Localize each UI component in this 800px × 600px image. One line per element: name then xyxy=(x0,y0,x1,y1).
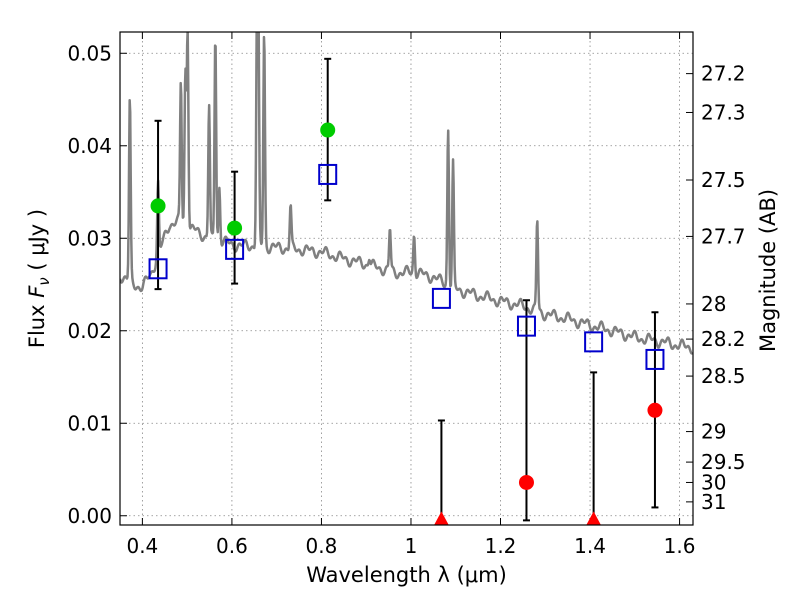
right-tick-label: 30 xyxy=(701,470,726,494)
y-tick-label: 0.00 xyxy=(67,504,112,528)
y-axis-left-label: Flux Fν ( μJy ) xyxy=(25,209,53,348)
error-bars xyxy=(154,57,659,522)
y-axis-right-label: Magnitude (AB) xyxy=(756,189,780,352)
right-tick-label: 27.3 xyxy=(701,100,746,124)
x-tick-label: 1.4 xyxy=(574,534,606,558)
plot-content xyxy=(120,32,693,525)
grid xyxy=(120,32,693,525)
right-tick-label: 28 xyxy=(701,292,726,316)
model-point xyxy=(645,348,665,370)
model-point xyxy=(431,287,451,309)
right-tick-label: 27.2 xyxy=(701,62,746,86)
y-axis-left-label-suffix: ( μJy ) xyxy=(25,209,49,277)
y-tick-label: 0.05 xyxy=(67,41,112,65)
y-axis-left-label-subscript: ν xyxy=(35,277,53,285)
right-tick-label: 27.7 xyxy=(701,224,746,248)
y-axis-left-ticks: 0.00 0.01 0.02 0.03 0.04 0.05 xyxy=(67,41,127,528)
model-point xyxy=(318,163,338,185)
x-tick-label: 0.6 xyxy=(216,534,248,558)
plot-frame xyxy=(119,31,694,526)
right-tick-label: 28.5 xyxy=(701,364,746,388)
x-tick-label: 0.8 xyxy=(306,534,338,558)
y-tick-label: 0.03 xyxy=(67,226,112,250)
nondetection-point xyxy=(518,474,534,490)
y-tick-label: 0.04 xyxy=(67,134,112,158)
y-axis-left-label-prefix: Flux xyxy=(25,298,49,348)
model-point xyxy=(148,258,168,280)
x-tick-label: 1 xyxy=(405,534,418,558)
template-spectrum-line xyxy=(120,32,693,355)
x-axis-ticks: 0.4 0.6 0.8 1 1.2 1.4 1.6 xyxy=(126,32,695,558)
x-axis-label: Wavelength λ (μm) xyxy=(306,563,507,587)
model-point xyxy=(225,238,245,260)
y-tick-label: 0.01 xyxy=(67,411,112,435)
model-photometry xyxy=(148,163,665,370)
nondetection-triangle xyxy=(586,511,601,525)
template-spectrum xyxy=(120,32,693,355)
right-tick-label: 29.5 xyxy=(701,450,746,474)
right-tick-label: 31 xyxy=(701,490,726,514)
right-tick-label: 28.2 xyxy=(701,327,746,351)
right-tick-label: 29 xyxy=(701,420,726,444)
observed-points xyxy=(150,122,663,525)
detection-point xyxy=(227,220,243,236)
x-tick-label: 1.2 xyxy=(485,534,517,558)
x-tick-label: 0.4 xyxy=(126,534,158,558)
nondetection-triangle xyxy=(434,511,449,525)
y-axis-left-label-symbol: F xyxy=(25,285,49,298)
nondetection-point xyxy=(647,402,663,418)
right-tick-label: 27.5 xyxy=(701,168,746,192)
y-tick-label: 0.02 xyxy=(67,319,112,343)
x-tick-label: 1.6 xyxy=(664,534,696,558)
model-point xyxy=(584,331,604,353)
model-point xyxy=(516,315,536,337)
detection-point xyxy=(320,122,336,138)
detection-point xyxy=(150,198,166,214)
